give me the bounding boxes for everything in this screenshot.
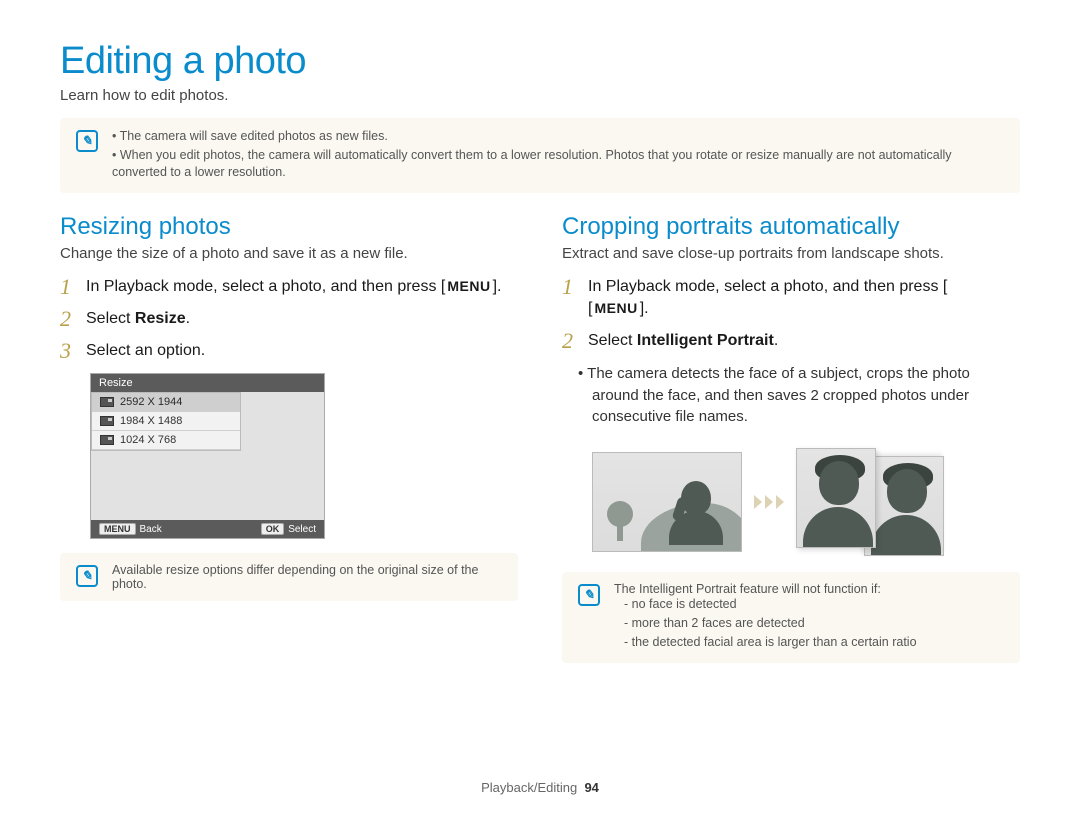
section-heading-crop: Cropping portraits automatically (562, 213, 1020, 241)
page-footer: Playback/Editing 94 (0, 780, 1080, 795)
top-note: ✎ The camera will save edited photos as … (60, 118, 1020, 193)
note-content: The camera will save edited photos as ne… (112, 128, 1004, 183)
note-bullet: When you edit photos, the camera will au… (112, 147, 1004, 181)
note-icon: ✎ (76, 130, 98, 152)
step-1: 1 In Playback mode, select a photo, and … (60, 276, 518, 298)
step-text: ]. (640, 300, 649, 317)
arrow-icon (754, 495, 784, 509)
note-item: no face is detected (624, 596, 917, 613)
landscape-sample (592, 452, 742, 552)
trunk-icon (617, 523, 623, 541)
step-text: . (186, 310, 190, 327)
step-2: 2 Select Intelligent Portrait. (562, 330, 1020, 352)
step-number: 1 (562, 276, 578, 298)
step-number: 2 (562, 330, 578, 352)
step-text: Select (588, 332, 637, 349)
size-icon (100, 416, 114, 426)
note-content: Available resize options differ dependin… (112, 563, 502, 591)
right-column: Cropping portraits automatically Extract… (562, 213, 1020, 683)
menu-button-label: MENU (99, 523, 136, 535)
lcd-option: 1024 X 768 (92, 431, 240, 450)
step-bold: Resize (135, 310, 186, 327)
portrait-crop (796, 448, 876, 548)
menu-label: MENU (445, 277, 492, 297)
lcd-title: Resize (91, 374, 324, 392)
footer-section: Playback/Editing (481, 780, 577, 795)
cropped-results (796, 448, 944, 556)
select-label: Select (288, 524, 316, 535)
page-title: Editing a photo (60, 40, 1020, 83)
step-1: 1 In Playback mode, select a photo, and … (562, 276, 1020, 321)
left-column: Resizing photos Change the size of a pho… (60, 213, 518, 683)
page-intro: Learn how to edit photos. (60, 87, 1020, 104)
step-text: Select an option. (86, 340, 205, 362)
note-item: the detected facial area is larger than … (624, 634, 917, 651)
section-heading-resize: Resizing photos (60, 213, 518, 241)
lcd-option-label: 2592 X 1944 (120, 396, 182, 408)
step-2: 2 Select Resize. (60, 308, 518, 330)
section-sub: Extract and save close-up portraits from… (562, 245, 1020, 262)
step-text: ]. (493, 278, 502, 295)
step-detail-text: The camera detects the face of a subject… (592, 363, 1020, 428)
note-icon: ✎ (76, 565, 98, 587)
manual-page: Editing a photo Learn how to edit photos… (0, 0, 1080, 703)
ok-button-label: OK (261, 523, 285, 535)
step-text: In Playback mode, select a photo, and th… (588, 278, 947, 295)
lcd-mock: Resize 2592 X 1944 1984 X 1488 1024 X 76… (90, 373, 325, 539)
step-3: 3 Select an option. (60, 340, 518, 362)
lcd-footer: MENU Back OKSelect (91, 520, 324, 538)
step-bold: Intelligent Portrait (637, 332, 774, 349)
footer-page-number: 94 (584, 780, 598, 795)
person-head (681, 481, 711, 515)
lcd-option-label: 1024 X 768 (120, 434, 176, 446)
back-label: Back (140, 524, 162, 535)
step-number: 1 (60, 276, 76, 298)
size-icon (100, 397, 114, 407)
section-sub: Change the size of a photo and save it a… (60, 245, 518, 262)
note-item: more than 2 faces are detected (624, 615, 917, 632)
portrait-illustration (592, 448, 1020, 556)
note-bullet: The camera will save edited photos as ne… (112, 128, 1004, 145)
step-text: . (774, 332, 778, 349)
note-icon: ✎ (578, 584, 600, 606)
lcd-body: 2592 X 1944 1984 X 1488 1024 X 768 (91, 392, 324, 520)
step-text: In Playback mode, select a photo, and th… (86, 278, 445, 295)
menu-label: MENU (592, 299, 639, 319)
resize-note: ✎ Available resize options differ depend… (60, 553, 518, 601)
lcd-option-label: 1984 X 1488 (120, 415, 182, 427)
lcd-option: 1984 X 1488 (92, 412, 240, 431)
step-number: 3 (60, 340, 76, 362)
step-detail: The camera detects the face of a subject… (592, 363, 1020, 428)
note-lead: The Intelligent Portrait feature will no… (614, 582, 917, 596)
note-content: The Intelligent Portrait feature will no… (614, 582, 917, 653)
lcd-option-selected: 2592 X 1944 (92, 393, 240, 412)
size-icon (100, 435, 114, 445)
step-number: 2 (60, 308, 76, 330)
step-text: Select (86, 310, 135, 327)
portrait-note: ✎ The Intelligent Portrait feature will … (562, 572, 1020, 663)
portrait-crop (864, 456, 944, 556)
